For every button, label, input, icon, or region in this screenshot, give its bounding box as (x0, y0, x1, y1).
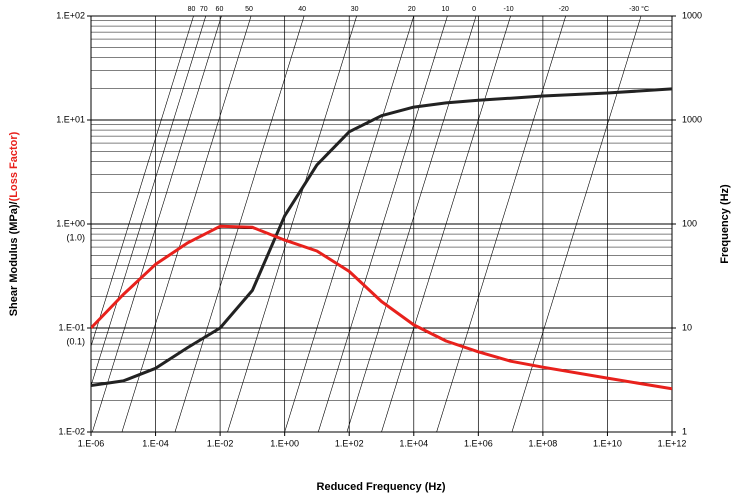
isotherm (381, 16, 511, 432)
isotherm-label: 70 (200, 6, 208, 13)
x-tick-label: 1.E+02 (335, 438, 364, 448)
x-tick-label: 1.E+06 (464, 438, 493, 448)
x-tick-label: 1.E-02 (207, 438, 234, 448)
grid (87, 15, 676, 436)
isotherm-label: 40 (298, 6, 306, 13)
x-tick-label: 1.E+08 (528, 438, 557, 448)
series-line (91, 87, 672, 387)
isotherm (511, 16, 642, 432)
x-tick-label: 1.E+12 (658, 438, 687, 448)
isotherm-label: 0 (472, 6, 476, 13)
y-tick-label: 1.E-02 (58, 426, 85, 436)
x-axis-title: Reduced Frequency (Hz) (317, 481, 446, 493)
annotation: (0.1) (66, 336, 85, 346)
isotherm (121, 16, 252, 432)
isotherm-label: 20 (408, 6, 416, 13)
isotherm (317, 16, 448, 432)
y2-tick-label: 1 (682, 426, 687, 436)
isotherm-label: 80 (188, 6, 196, 13)
isotherm-label: -10 (504, 6, 514, 13)
y2-tick-label: 10 (682, 322, 692, 332)
isotherm-label: -20 (559, 6, 569, 13)
isotherm (227, 16, 357, 432)
y-axis-title-loss: (Loss Factor) (8, 131, 20, 201)
x-tick-label: 1.E-06 (78, 438, 105, 448)
annotation: (1.0) (66, 232, 85, 242)
isotherm-label: -30 °C (629, 5, 649, 13)
y2-tick-label: 1000 (682, 10, 702, 20)
y-axis-title-main: Shear Modulus (MPa)/ (8, 201, 20, 316)
y-axis-title: Shear Modulus (MPa)/(Loss Factor) (8, 131, 20, 316)
isotherm-label: 50 (245, 6, 253, 13)
x-tick-label: 1.E+10 (593, 438, 622, 448)
isotherm (91, 16, 207, 387)
isotherm (92, 16, 222, 432)
y-tick-label: 1.E+02 (56, 10, 85, 20)
isotherm (91, 16, 194, 348)
isotherm (346, 16, 477, 432)
x-tick-label: 1.E+04 (399, 438, 428, 448)
y2-tick-label: 1000 (682, 114, 702, 124)
y-tick-label: 1.E+00 (56, 218, 85, 228)
y2-axis-title: Frequency (Hz) (719, 184, 731, 264)
isotherm (174, 16, 305, 432)
isotherm-label: 30 (351, 6, 359, 13)
y-tick-label: 1.E+01 (56, 114, 85, 124)
isotherm (436, 16, 567, 432)
isotherm (284, 16, 415, 432)
isotherm-label: 10 (441, 6, 449, 13)
isotherm-label: 60 (216, 6, 224, 13)
y2-tick-label: 100 (682, 218, 697, 228)
x-tick-label: 1.E+00 (270, 438, 299, 448)
y-tick-label: 1.E-01 (58, 322, 85, 332)
series-line (91, 224, 672, 391)
isotherms (91, 16, 642, 432)
x-tick-label: 1.E-04 (142, 438, 169, 448)
series (91, 87, 672, 391)
